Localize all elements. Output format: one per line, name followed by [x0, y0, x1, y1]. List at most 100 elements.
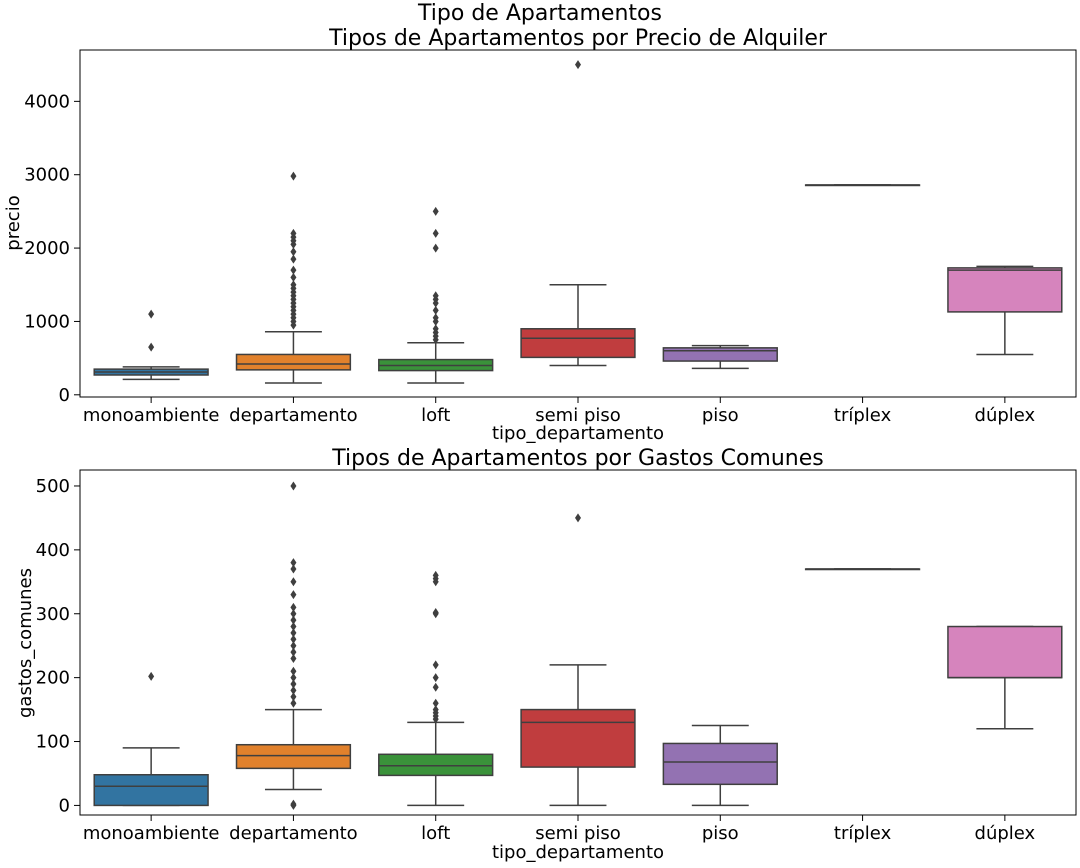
plot-frame	[79, 469, 1077, 816]
x-tick-label: piso	[702, 405, 739, 426]
flier-point	[575, 513, 581, 523]
flier-point	[290, 685, 297, 695]
x-tick-label: monoambiente	[83, 405, 220, 426]
flier-point	[432, 698, 439, 708]
flier-point	[290, 265, 297, 275]
flier-point	[432, 313, 439, 323]
flier-point	[432, 243, 439, 253]
y-tick-label: 300	[36, 604, 70, 625]
y-axis-label: gastos_comunes	[15, 568, 36, 718]
chart-title: Tipos de Apartamentos por Gastos Comunes	[331, 446, 823, 471]
x-tick-label: dúplex	[975, 405, 1036, 426]
x-tick-label: monoambiente	[83, 823, 220, 844]
box-body	[235, 743, 352, 770]
flier-point	[290, 799, 297, 809]
flier-point	[290, 673, 297, 683]
flier-point	[290, 647, 297, 657]
y-tick-label: 200	[36, 668, 70, 689]
x-tick-label: tríplex	[834, 405, 892, 426]
flier-point	[290, 628, 297, 638]
box-monoambiente	[93, 671, 209, 807]
flier-point	[432, 705, 439, 715]
flier-point	[290, 558, 297, 568]
flier-point	[432, 291, 439, 301]
chart-precio: Tipos de Apartamentos por Precio de Alqu…	[3, 26, 1077, 444]
flier-point	[290, 564, 297, 574]
box-piso	[662, 724, 778, 807]
box-piso	[662, 344, 778, 370]
flier-point	[148, 342, 155, 352]
box-body	[93, 774, 209, 807]
box-body	[235, 353, 352, 371]
y-tick-label: 0	[59, 795, 70, 816]
y-tick-label: 100	[36, 732, 70, 753]
flier-point	[148, 671, 155, 681]
x-tick-label: piso	[702, 823, 739, 844]
x-tick-label: departamento	[229, 405, 358, 426]
box-monoambiente	[93, 309, 209, 381]
flier-point	[290, 653, 297, 663]
box-semi-piso	[520, 513, 636, 807]
x-axis-label: tipo_departamento	[492, 842, 664, 863]
y-tick-label: 1000	[24, 311, 70, 332]
box-dúplex	[947, 265, 1063, 356]
box-tríplex	[804, 568, 921, 571]
flier-point	[290, 609, 297, 619]
flier-point	[432, 228, 439, 238]
flier-point	[290, 679, 297, 689]
flier-point	[432, 305, 439, 315]
x-tick-label: dúplex	[975, 823, 1036, 844]
x-tick-label: semi piso	[535, 405, 621, 426]
box-tríplex	[804, 184, 921, 187]
plot-frame	[79, 49, 1077, 398]
box-body	[662, 742, 778, 786]
box-semi-piso	[520, 60, 636, 367]
flier-point	[290, 171, 297, 181]
flier-point	[432, 660, 439, 670]
x-axis-label: tipo_departamento	[492, 423, 664, 444]
y-tick-label: 4000	[24, 91, 70, 112]
box-body	[662, 347, 778, 362]
y-tick-label: 500	[36, 476, 70, 497]
chart-gastos-comunes: Tipos de Apartamentos por Gastos Comunes…	[15, 446, 1077, 863]
flier-point	[290, 641, 297, 651]
y-tick-label: 3000	[24, 165, 70, 186]
flier-point	[290, 698, 297, 708]
box-body	[378, 753, 494, 777]
box-body	[520, 708, 636, 768]
chart-title: Tipos de Apartamentos por Precio de Alqu…	[328, 26, 828, 51]
flier-point	[432, 570, 439, 580]
flier-point	[290, 622, 297, 632]
flier-point	[290, 577, 297, 587]
y-tick-label: 0	[59, 385, 70, 406]
y-tick-label: 2000	[24, 238, 70, 259]
flier-point	[290, 280, 297, 290]
flier-point	[290, 590, 297, 600]
flier-point	[432, 206, 439, 216]
x-tick-label: tríplex	[834, 823, 892, 844]
box-departamento	[235, 171, 352, 384]
flier-point	[290, 634, 297, 644]
y-axis-label: precio	[3, 195, 24, 250]
flier-point	[290, 247, 297, 257]
flier-point	[290, 481, 297, 491]
box-departamento	[235, 481, 352, 810]
box-body	[520, 328, 636, 359]
x-tick-label: loft	[421, 823, 450, 844]
flier-point	[290, 228, 297, 238]
x-tick-label: departamento	[229, 823, 358, 844]
box-dúplex	[947, 625, 1063, 730]
flier-point	[290, 272, 297, 282]
x-tick-label: semi piso	[535, 823, 621, 844]
x-tick-label: loft	[421, 405, 450, 426]
flier-point	[148, 309, 155, 319]
flier-point	[432, 682, 439, 692]
flier-point	[575, 60, 581, 70]
box-body	[947, 625, 1063, 679]
y-tick-label: 400	[36, 540, 70, 561]
box-loft	[378, 570, 494, 807]
flier-point	[290, 692, 297, 702]
flier-point	[290, 666, 297, 676]
